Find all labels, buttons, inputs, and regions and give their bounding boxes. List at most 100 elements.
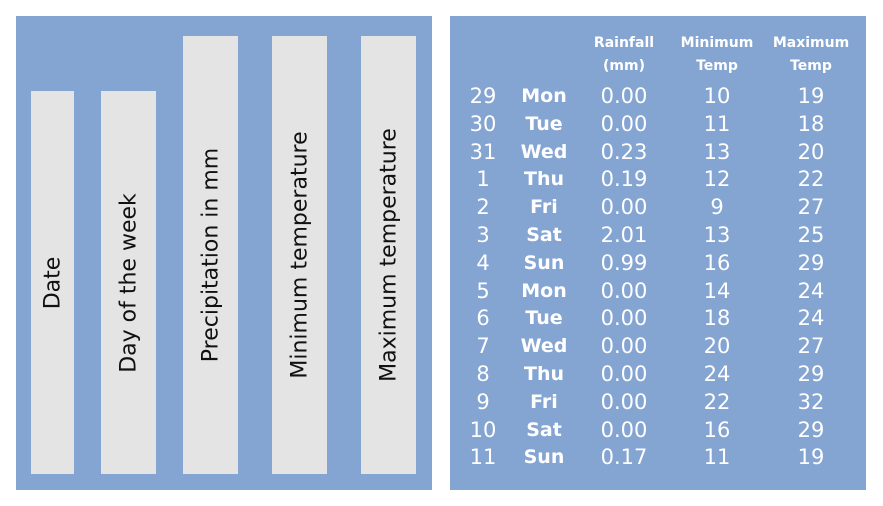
cell-day: Fri [530,390,558,413]
table-row: 1 Thu 0.19 12 22 [450,166,866,194]
cell-day: Tue [525,112,563,135]
cell-day: Wed [520,335,568,358]
cell-date: 8 [476,361,490,386]
cell-min-temp: 13 [703,139,731,164]
header-min-line1: Minimum [680,35,754,51]
cell-max-temp: 24 [797,306,825,331]
legend-label-date: Date [40,256,65,309]
cell-max-temp: 27 [797,195,825,220]
table-body: 29 Mon 0.00 10 19 30 Tue 0.00 11 18 31 Wed 0.23 13 20 1… [450,83,866,472]
cell-rainfall: 0.00 [600,389,648,414]
cell-min-temp: 16 [703,417,731,442]
cell-max-temp: 19 [797,445,825,470]
table-row: 8 Thu 0.00 24 29 [450,361,866,389]
cell-date: 6 [476,306,490,331]
header-max-temp: Maximum Temp [763,32,859,78]
table-row: 11 Sun 0.17 11 19 [450,444,866,472]
header-min-line2: Temp [696,58,738,74]
legend-label-min-temp: Minimum temperature [287,131,312,379]
legend-label-precipitation: Precipitation in mm [198,147,223,363]
table-row: 6 Tue 0.00 18 24 [450,305,866,333]
cell-max-temp: 29 [797,361,825,386]
cell-day: Mon [521,279,567,302]
cell-min-temp: 22 [703,389,731,414]
cell-day: Thu [523,168,564,191]
table-row: 2 Fri 0.00 9 27 [450,194,866,222]
cell-date: 9 [476,389,490,414]
cell-rainfall: 0.00 [600,195,648,220]
cell-min-temp: 20 [703,334,731,359]
table-row: 30 Tue 0.00 11 18 [450,111,866,139]
cell-day: Wed [520,140,568,163]
cell-rainfall: 0.23 [600,139,648,164]
legend-label-max-temp: Maximum temperature [376,128,401,382]
legend-label-day-of-week: Day of the week [116,192,141,373]
cell-min-temp: 18 [703,306,731,331]
cell-day: Sun [523,446,565,469]
cell-max-temp: 29 [797,417,825,442]
table-row: 4 Sun 0.99 16 29 [450,250,866,278]
cell-rainfall: 2.01 [600,222,648,247]
cell-max-temp: 20 [797,139,825,164]
column-legend-panel: Date Day of the week Precipitation in mm… [16,16,432,490]
cell-max-temp: 24 [797,278,825,303]
cell-rainfall: 0.00 [600,334,648,359]
cell-min-temp: 11 [703,111,731,136]
cell-day: Sun [523,251,565,274]
cell-rainfall: 0.00 [600,278,648,303]
table-row: 29 Mon 0.00 10 19 [450,83,866,111]
cell-day: Fri [530,196,558,219]
header-min-temp: Minimum Temp [669,32,765,78]
cell-max-temp: 25 [797,222,825,247]
table-row: 31 Wed 0.23 13 20 [450,139,866,167]
cell-rainfall: 0.99 [600,250,648,275]
cell-date: 29 [469,84,497,108]
legend-bar-day-of-week: Day of the week [101,91,156,474]
cell-date: 1 [476,167,490,192]
cell-max-temp: 18 [797,111,825,136]
cell-date: 5 [476,278,490,303]
cell-min-temp: 11 [703,445,731,470]
cell-rainfall: 0.19 [600,167,648,192]
header-max-line2: Temp [790,58,832,74]
cell-min-temp: 24 [703,361,731,386]
header-rainfall-line1: Rainfall [593,35,655,51]
cell-max-temp: 22 [797,167,825,192]
cell-rainfall: 0.00 [600,361,648,386]
cell-max-temp: 19 [797,84,825,108]
cell-rainfall: 0.00 [600,84,648,108]
cell-date: 30 [469,111,497,136]
cell-min-temp: 14 [703,278,731,303]
legend-bar-max-temp: Maximum temperature [361,36,416,474]
header-rainfall-line2: (mm) [603,58,645,74]
cell-min-temp: 10 [703,84,731,108]
table-row: 3 Sat 2.01 13 25 [450,222,866,250]
header-max-line1: Maximum [772,35,850,51]
cell-max-temp: 29 [797,250,825,275]
cell-date: 3 [476,222,490,247]
cell-rainfall: 0.00 [600,417,648,442]
table-row: 7 Wed 0.00 20 27 [450,333,866,361]
legend-bar-precipitation: Precipitation in mm [183,36,238,474]
cell-min-temp: 12 [703,167,731,192]
cell-date: 11 [469,445,497,470]
cell-day: Sat [526,418,562,441]
cell-max-temp: 32 [797,389,825,414]
cell-day: Thu [523,362,564,385]
cell-day: Mon [521,85,567,107]
table-row: 10 Sat 0.00 16 29 [450,417,866,445]
table-row: 9 Fri 0.00 22 32 [450,389,866,417]
cell-day: Sat [526,223,562,246]
cell-rainfall: 0.17 [600,445,648,470]
weather-table-panel: Rainfall (mm) Minimum Temp Maximum Temp … [450,16,866,490]
cell-max-temp: 27 [797,334,825,359]
legend-bar-min-temp: Minimum temperature [272,36,327,474]
cell-day: Tue [525,307,563,330]
cell-rainfall: 0.00 [600,111,648,136]
header-rainfall: Rainfall (mm) [576,32,672,78]
legend-bar-date: Date [31,91,74,474]
cell-min-temp: 9 [710,195,724,220]
cell-rainfall: 0.00 [600,306,648,331]
cell-min-temp: 16 [703,250,731,275]
cell-date: 10 [469,417,497,442]
